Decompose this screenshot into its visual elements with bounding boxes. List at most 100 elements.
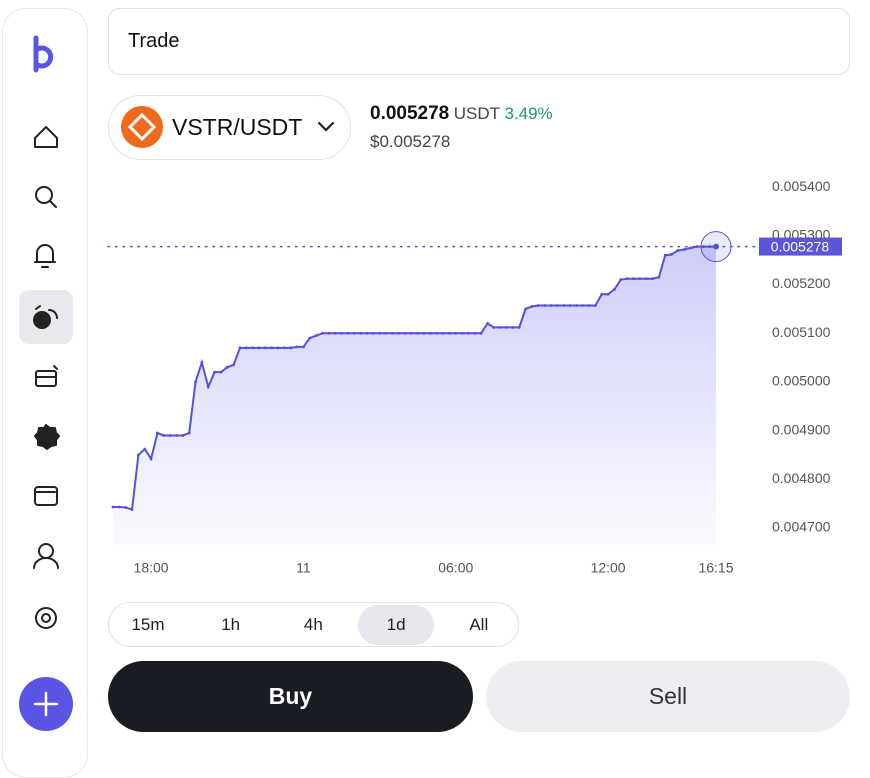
point: [619, 278, 623, 282]
point: [390, 331, 394, 335]
point: [136, 453, 140, 457]
point: [454, 331, 458, 335]
point: [244, 346, 248, 350]
point: [333, 331, 337, 335]
point: [225, 365, 229, 369]
point: [416, 331, 420, 335]
point: [428, 331, 432, 335]
point: [289, 346, 293, 350]
point: [530, 305, 534, 308]
point: [156, 431, 159, 435]
x-tick-label: 11: [296, 560, 311, 576]
point: [321, 331, 324, 335]
last-price-label: 0.005278: [771, 238, 830, 254]
timeframe-button[interactable]: 4h: [303, 615, 323, 634]
point: [352, 331, 356, 335]
pair-selector[interactable]: [108, 95, 351, 160]
sell-button[interactable]: Sell: [486, 661, 850, 732]
point: [143, 447, 147, 451]
point: [473, 331, 477, 335]
point: [194, 380, 197, 384]
x-tick-label: 06:00: [438, 560, 473, 576]
pair-icons: [121, 106, 335, 148]
point: [511, 325, 515, 329]
gift-icon[interactable]: [35, 370, 57, 387]
area: [113, 246, 716, 545]
point: [549, 304, 553, 307]
timeframe-button[interactable]: 15m: [131, 615, 165, 634]
point: [403, 331, 407, 335]
point: [701, 245, 705, 248]
point: [435, 331, 439, 335]
timeframe-button[interactable]: All: [469, 615, 489, 634]
page-title: Trade: [128, 30, 180, 52]
point: [302, 345, 305, 349]
point: [371, 331, 375, 335]
point: [562, 304, 566, 307]
title-box: [108, 8, 850, 75]
point: [448, 331, 451, 335]
point: [314, 334, 318, 338]
search-icon[interactable]: [35, 186, 53, 204]
point: [657, 275, 661, 279]
y-tick-label: 0.004700: [772, 519, 831, 535]
point: [505, 325, 508, 329]
point: [409, 331, 413, 335]
point: [587, 304, 591, 307]
point: [397, 331, 401, 335]
point: [479, 331, 483, 335]
bell-icon[interactable]: [34, 244, 56, 268]
point: [181, 434, 185, 437]
point: [460, 331, 464, 335]
point: [606, 292, 610, 296]
buy-button[interactable]: Buy: [108, 661, 473, 732]
y-tick-label: 0.005100: [772, 324, 831, 340]
y-tick-label: 0.005400: [772, 178, 831, 194]
timeframe-button[interactable]: 1h: [221, 615, 241, 634]
point: [276, 346, 280, 350]
point: [308, 336, 312, 340]
point: [441, 331, 445, 335]
point: [517, 325, 521, 329]
badge-icon[interactable]: [34, 424, 60, 450]
point: [327, 331, 331, 335]
point: [232, 363, 236, 367]
point: [117, 505, 121, 509]
page: Trade VSTR/USDT 0.005278 USDT 3.49% $0.0…: [2, 8, 850, 778]
point: [600, 292, 604, 296]
point: [168, 434, 172, 437]
point: [555, 304, 559, 307]
point: [492, 325, 496, 329]
point: [251, 346, 255, 350]
point: [295, 345, 299, 349]
y-tick-label: 0.005200: [772, 275, 831, 291]
point: [682, 248, 686, 251]
point: [378, 331, 381, 335]
x-tick-label: 18:00: [134, 560, 169, 576]
point: [581, 304, 585, 307]
point: [676, 249, 680, 252]
swap-icon[interactable]: [33, 311, 51, 329]
point: [359, 331, 362, 335]
price: 0.005278: [370, 103, 450, 124]
point: [524, 307, 527, 311]
timeframe-button[interactable]: 1d: [358, 605, 435, 645]
y-tick-label: 0.004900: [772, 421, 831, 437]
y-tick-label: 0.004800: [772, 470, 831, 486]
point: [346, 331, 350, 335]
usd-price: $0.005278: [370, 132, 451, 151]
wallet-icon[interactable]: [34, 486, 58, 506]
point: [543, 304, 547, 307]
point: [695, 245, 699, 248]
point: [365, 331, 369, 335]
y-tick-label: 0.005000: [772, 373, 831, 389]
last-point: [713, 243, 719, 250]
home-icon[interactable]: [34, 126, 58, 148]
sidebar-icons: [19, 35, 73, 731]
point: [594, 304, 597, 307]
settings-icon[interactable]: [41, 613, 51, 623]
point: [536, 304, 540, 307]
point: [644, 277, 648, 281]
pair-name: VSTR/USDT: [172, 114, 303, 140]
point: [263, 346, 267, 350]
